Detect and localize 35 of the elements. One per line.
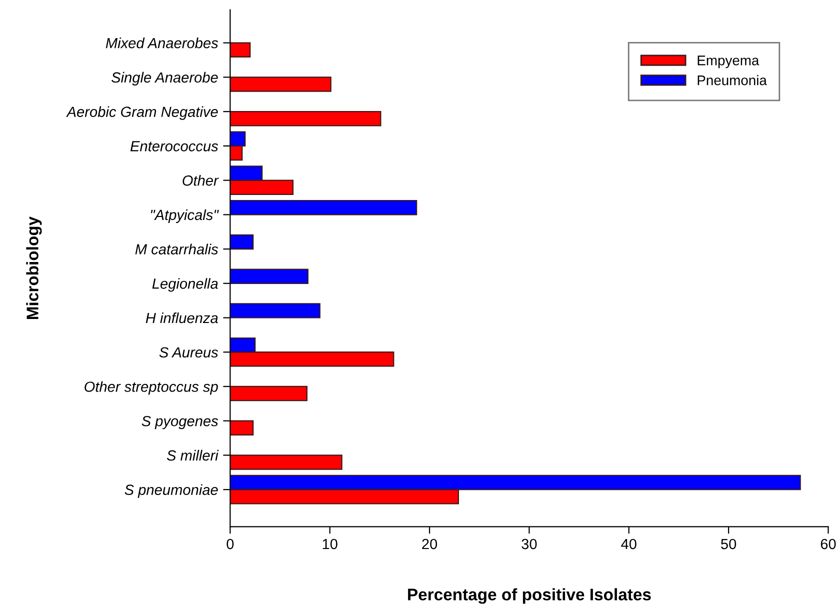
y-tick-label: Enterococcus bbox=[130, 141, 218, 152]
x-tick-label: 40 bbox=[621, 538, 636, 550]
y-tick-label: Legionella bbox=[152, 278, 218, 292]
y-tick-label: Single Anaerobe bbox=[111, 72, 218, 86]
y-tick-label: "Atpyicals" bbox=[150, 209, 219, 223]
x-tick-label: 50 bbox=[721, 538, 736, 550]
bar bbox=[230, 454, 342, 470]
x-tick-label: 20 bbox=[422, 538, 438, 550]
bar bbox=[230, 76, 332, 92]
y-tick-label: S Aureus bbox=[159, 347, 218, 358]
y-tick-label: M catarrhalis bbox=[135, 244, 218, 254]
y-tick-label: Aerobic Gram Negative bbox=[66, 106, 218, 120]
bar bbox=[230, 234, 254, 250]
bar bbox=[230, 386, 308, 402]
bar bbox=[230, 42, 251, 58]
legend-label: Pneumonia bbox=[698, 75, 767, 86]
y-tick-label: S pyogenes bbox=[142, 416, 218, 430]
bar bbox=[230, 303, 320, 318]
legend-label: Empyema bbox=[698, 56, 760, 68]
x-tick-label: 10 bbox=[322, 538, 338, 550]
y-tick-label: H influenza bbox=[146, 312, 218, 324]
y-tick-label: S pneumoniae bbox=[124, 484, 218, 498]
y-tick-label: Mixed Anaerobes bbox=[106, 38, 218, 48]
bar bbox=[230, 420, 254, 436]
y-tick-label: Other streptoccus sp bbox=[84, 381, 218, 395]
x-tick-label: 60 bbox=[820, 538, 836, 550]
x-tick-label: 0 bbox=[226, 538, 234, 550]
x-axis-title: Percentage of positive Isolates bbox=[408, 588, 651, 604]
bar bbox=[230, 111, 382, 126]
y-axis-title: Microbiology bbox=[26, 216, 42, 319]
bar bbox=[230, 200, 418, 216]
y-tick-label: Other bbox=[182, 175, 219, 186]
y-tick-label: S milleri bbox=[166, 450, 219, 461]
bar bbox=[230, 268, 308, 284]
x-tick-label: 30 bbox=[522, 538, 537, 550]
